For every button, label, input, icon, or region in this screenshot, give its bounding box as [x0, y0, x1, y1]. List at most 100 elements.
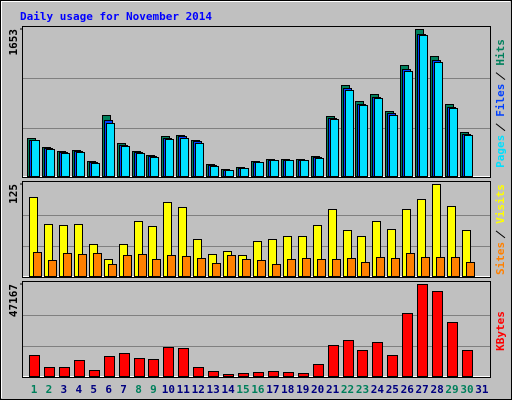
x-tick-label: 30: [460, 383, 473, 396]
bar: [374, 98, 383, 177]
y-tick-group: 1653: [7, 29, 20, 56]
x-tick-label: 20: [311, 383, 324, 396]
legend-separator: [495, 230, 506, 239]
bar: [89, 370, 100, 377]
bar: [63, 253, 72, 277]
bar: [178, 348, 189, 377]
x-tick-label: 1: [31, 383, 38, 396]
legend: Pages Files Hits: [494, 39, 507, 168]
bar: [300, 160, 309, 177]
bar: [361, 262, 370, 277]
bar: [46, 149, 55, 177]
x-tick-label: 2: [46, 383, 53, 396]
x-tick-label: 5: [90, 383, 97, 396]
x-tick-label: 31: [475, 383, 489, 396]
bar: [451, 257, 460, 277]
y-tick-group: 47167: [7, 284, 20, 317]
x-tick-label: 27: [416, 383, 429, 396]
bar: [208, 371, 219, 377]
bar: [447, 322, 458, 377]
bar: [121, 146, 130, 177]
y-tick-label: 47167: [7, 284, 20, 317]
bar: [193, 367, 204, 377]
bar: [330, 119, 339, 177]
bar: [315, 158, 324, 177]
x-tick-label: 29: [445, 383, 458, 396]
bar: [462, 350, 473, 377]
bar: [136, 153, 145, 177]
legend-label: Sites: [494, 242, 507, 275]
bar: [210, 166, 219, 177]
bar: [134, 358, 145, 377]
bar: [257, 260, 266, 277]
x-tick-label: 25: [386, 383, 399, 396]
bar: [61, 153, 70, 177]
x-tick-label: 22: [341, 383, 354, 396]
bar: [29, 355, 40, 377]
bar: [357, 350, 368, 377]
bar: [434, 62, 443, 177]
bar: [270, 160, 279, 177]
x-tick-label: 21: [326, 383, 340, 396]
legend: KBytes: [494, 311, 507, 351]
bar: [436, 257, 445, 277]
x-tick-label: 9: [150, 383, 157, 396]
bar: [163, 347, 174, 377]
x-tick-label: 10: [162, 383, 175, 396]
bar: [104, 356, 115, 377]
x-tick-label: 18: [281, 383, 294, 396]
bar: [302, 258, 311, 277]
bar: [359, 105, 368, 177]
bar: [255, 162, 264, 177]
bar: [212, 263, 221, 277]
bar: [240, 168, 249, 177]
x-tick-label: 28: [430, 383, 443, 396]
bar: [253, 372, 264, 377]
bar: [376, 257, 385, 277]
bar: [387, 355, 398, 377]
bar: [449, 108, 458, 177]
bar: [283, 372, 294, 377]
x-tick-label: 6: [105, 383, 112, 396]
x-tick-label: 11: [177, 383, 191, 396]
x-tick-label: 3: [61, 383, 68, 396]
bar: [345, 90, 354, 177]
bar: [372, 342, 383, 377]
bar: [197, 258, 206, 277]
bar: [123, 255, 132, 277]
bar: [227, 255, 236, 277]
bar: [108, 264, 117, 277]
x-tick-label: 15: [236, 383, 249, 396]
x-tick-label: 8: [135, 383, 142, 396]
bar: [78, 254, 87, 277]
y-tick-label: 1653: [7, 29, 20, 56]
bar: [119, 353, 130, 377]
x-tick-label: 16: [251, 383, 265, 396]
bar: [347, 258, 356, 277]
bar: [466, 262, 475, 277]
bar: [180, 138, 189, 177]
legend-label: Pages: [494, 135, 507, 168]
bar: [167, 255, 176, 277]
bar: [389, 115, 398, 177]
y-tick-label: 125: [7, 184, 20, 204]
bar: [31, 140, 40, 177]
bar: [332, 259, 341, 277]
x-tick-label: 7: [120, 383, 127, 396]
legend-label: KBytes: [494, 311, 507, 351]
bar: [404, 71, 413, 177]
bar: [150, 157, 159, 177]
bar: [74, 360, 85, 377]
bar: [44, 367, 55, 377]
legend-label: Hits: [494, 39, 507, 66]
bar: [148, 359, 159, 377]
bar: [195, 143, 204, 177]
x-tick-label: 26: [401, 383, 415, 396]
legend-label: Files: [494, 84, 507, 117]
bar: [391, 258, 400, 277]
bar: [417, 284, 428, 377]
bar: [225, 170, 234, 177]
bar: [287, 259, 296, 277]
bar: [272, 264, 281, 277]
